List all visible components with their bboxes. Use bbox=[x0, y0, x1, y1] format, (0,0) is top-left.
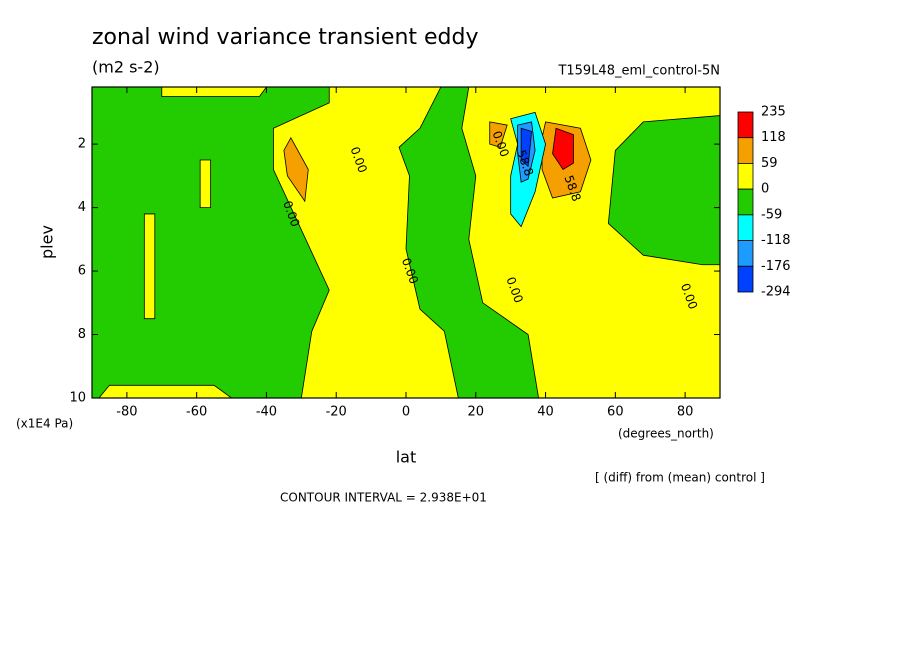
footer: CONTOUR INTERVAL = 2.938E+01 bbox=[280, 491, 487, 505]
contour-region bbox=[489, 121, 508, 148]
x-axis-label: lat bbox=[396, 448, 417, 467]
chart-title: zonal wind variance transient eddy bbox=[92, 25, 479, 50]
colorbar-box bbox=[737, 137, 754, 164]
y-tick-label: 4 bbox=[78, 200, 86, 215]
x-tick-label: -60 bbox=[186, 405, 207, 420]
x-tick-label: 80 bbox=[677, 405, 694, 420]
x-tick-label: 0 bbox=[402, 405, 410, 420]
y-tick-label: 10 bbox=[69, 391, 86, 406]
contour-region bbox=[199, 159, 212, 208]
contour-region bbox=[283, 136, 309, 203]
colorbar-box bbox=[737, 265, 754, 293]
y-tick-label: 2 bbox=[78, 137, 86, 152]
note: [ (diff) from (mean) control ] bbox=[595, 471, 765, 485]
x-tick-label: 20 bbox=[468, 405, 485, 420]
x-tick-label: -20 bbox=[326, 405, 347, 420]
contour-region bbox=[273, 87, 459, 398]
colorbar-label: 235 bbox=[761, 105, 786, 120]
y-tick-label: 6 bbox=[78, 264, 86, 279]
contour-region bbox=[161, 87, 267, 97]
x-tick-label: 40 bbox=[537, 405, 554, 420]
contour-region bbox=[98, 384, 233, 398]
contour-region bbox=[143, 213, 156, 320]
contour-region bbox=[552, 127, 574, 171]
contour-region bbox=[520, 127, 533, 168]
dataset-label: T159L48_eml_control-5N bbox=[557, 64, 720, 79]
colorbar-label: -59 bbox=[761, 207, 782, 222]
y-axis-label: plev bbox=[38, 225, 57, 259]
colorbar-label: -118 bbox=[761, 233, 791, 248]
colorbar-label: 0 bbox=[761, 182, 769, 197]
chart-subtitle: (m2 s-2) bbox=[92, 58, 160, 77]
x-tick-label: 60 bbox=[607, 405, 624, 420]
x-axis-units: (degrees_north) bbox=[618, 427, 714, 441]
colorbar-box bbox=[737, 111, 754, 139]
x-tick-label: -40 bbox=[256, 405, 277, 420]
x-tick-label: -80 bbox=[116, 405, 137, 420]
colorbar-box bbox=[737, 240, 754, 267]
colorbar-box bbox=[737, 163, 754, 190]
colorbar-label: 59 bbox=[761, 156, 778, 171]
colorbar-label: -176 bbox=[761, 259, 791, 274]
y-axis-units: (x1E4 Pa) bbox=[16, 417, 73, 431]
colorbar-box bbox=[737, 214, 754, 241]
colorbar-label: -294 bbox=[761, 285, 791, 300]
colorbar-box bbox=[737, 188, 754, 216]
colorbar-label: 118 bbox=[761, 130, 786, 145]
y-tick-label: 8 bbox=[78, 327, 86, 342]
